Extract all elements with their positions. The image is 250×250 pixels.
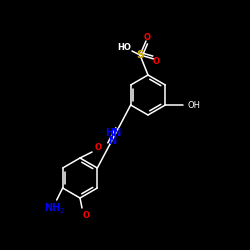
Text: OH: OH (187, 100, 200, 110)
Text: O: O (82, 212, 89, 220)
Text: HO: HO (117, 42, 131, 51)
Text: 2: 2 (60, 208, 64, 214)
Text: O: O (144, 34, 150, 42)
Text: N: N (108, 136, 116, 146)
Text: O: O (152, 56, 160, 66)
Text: S: S (136, 50, 144, 60)
Text: HN: HN (105, 128, 121, 138)
Text: O: O (94, 144, 102, 152)
Text: NH: NH (44, 203, 61, 213)
